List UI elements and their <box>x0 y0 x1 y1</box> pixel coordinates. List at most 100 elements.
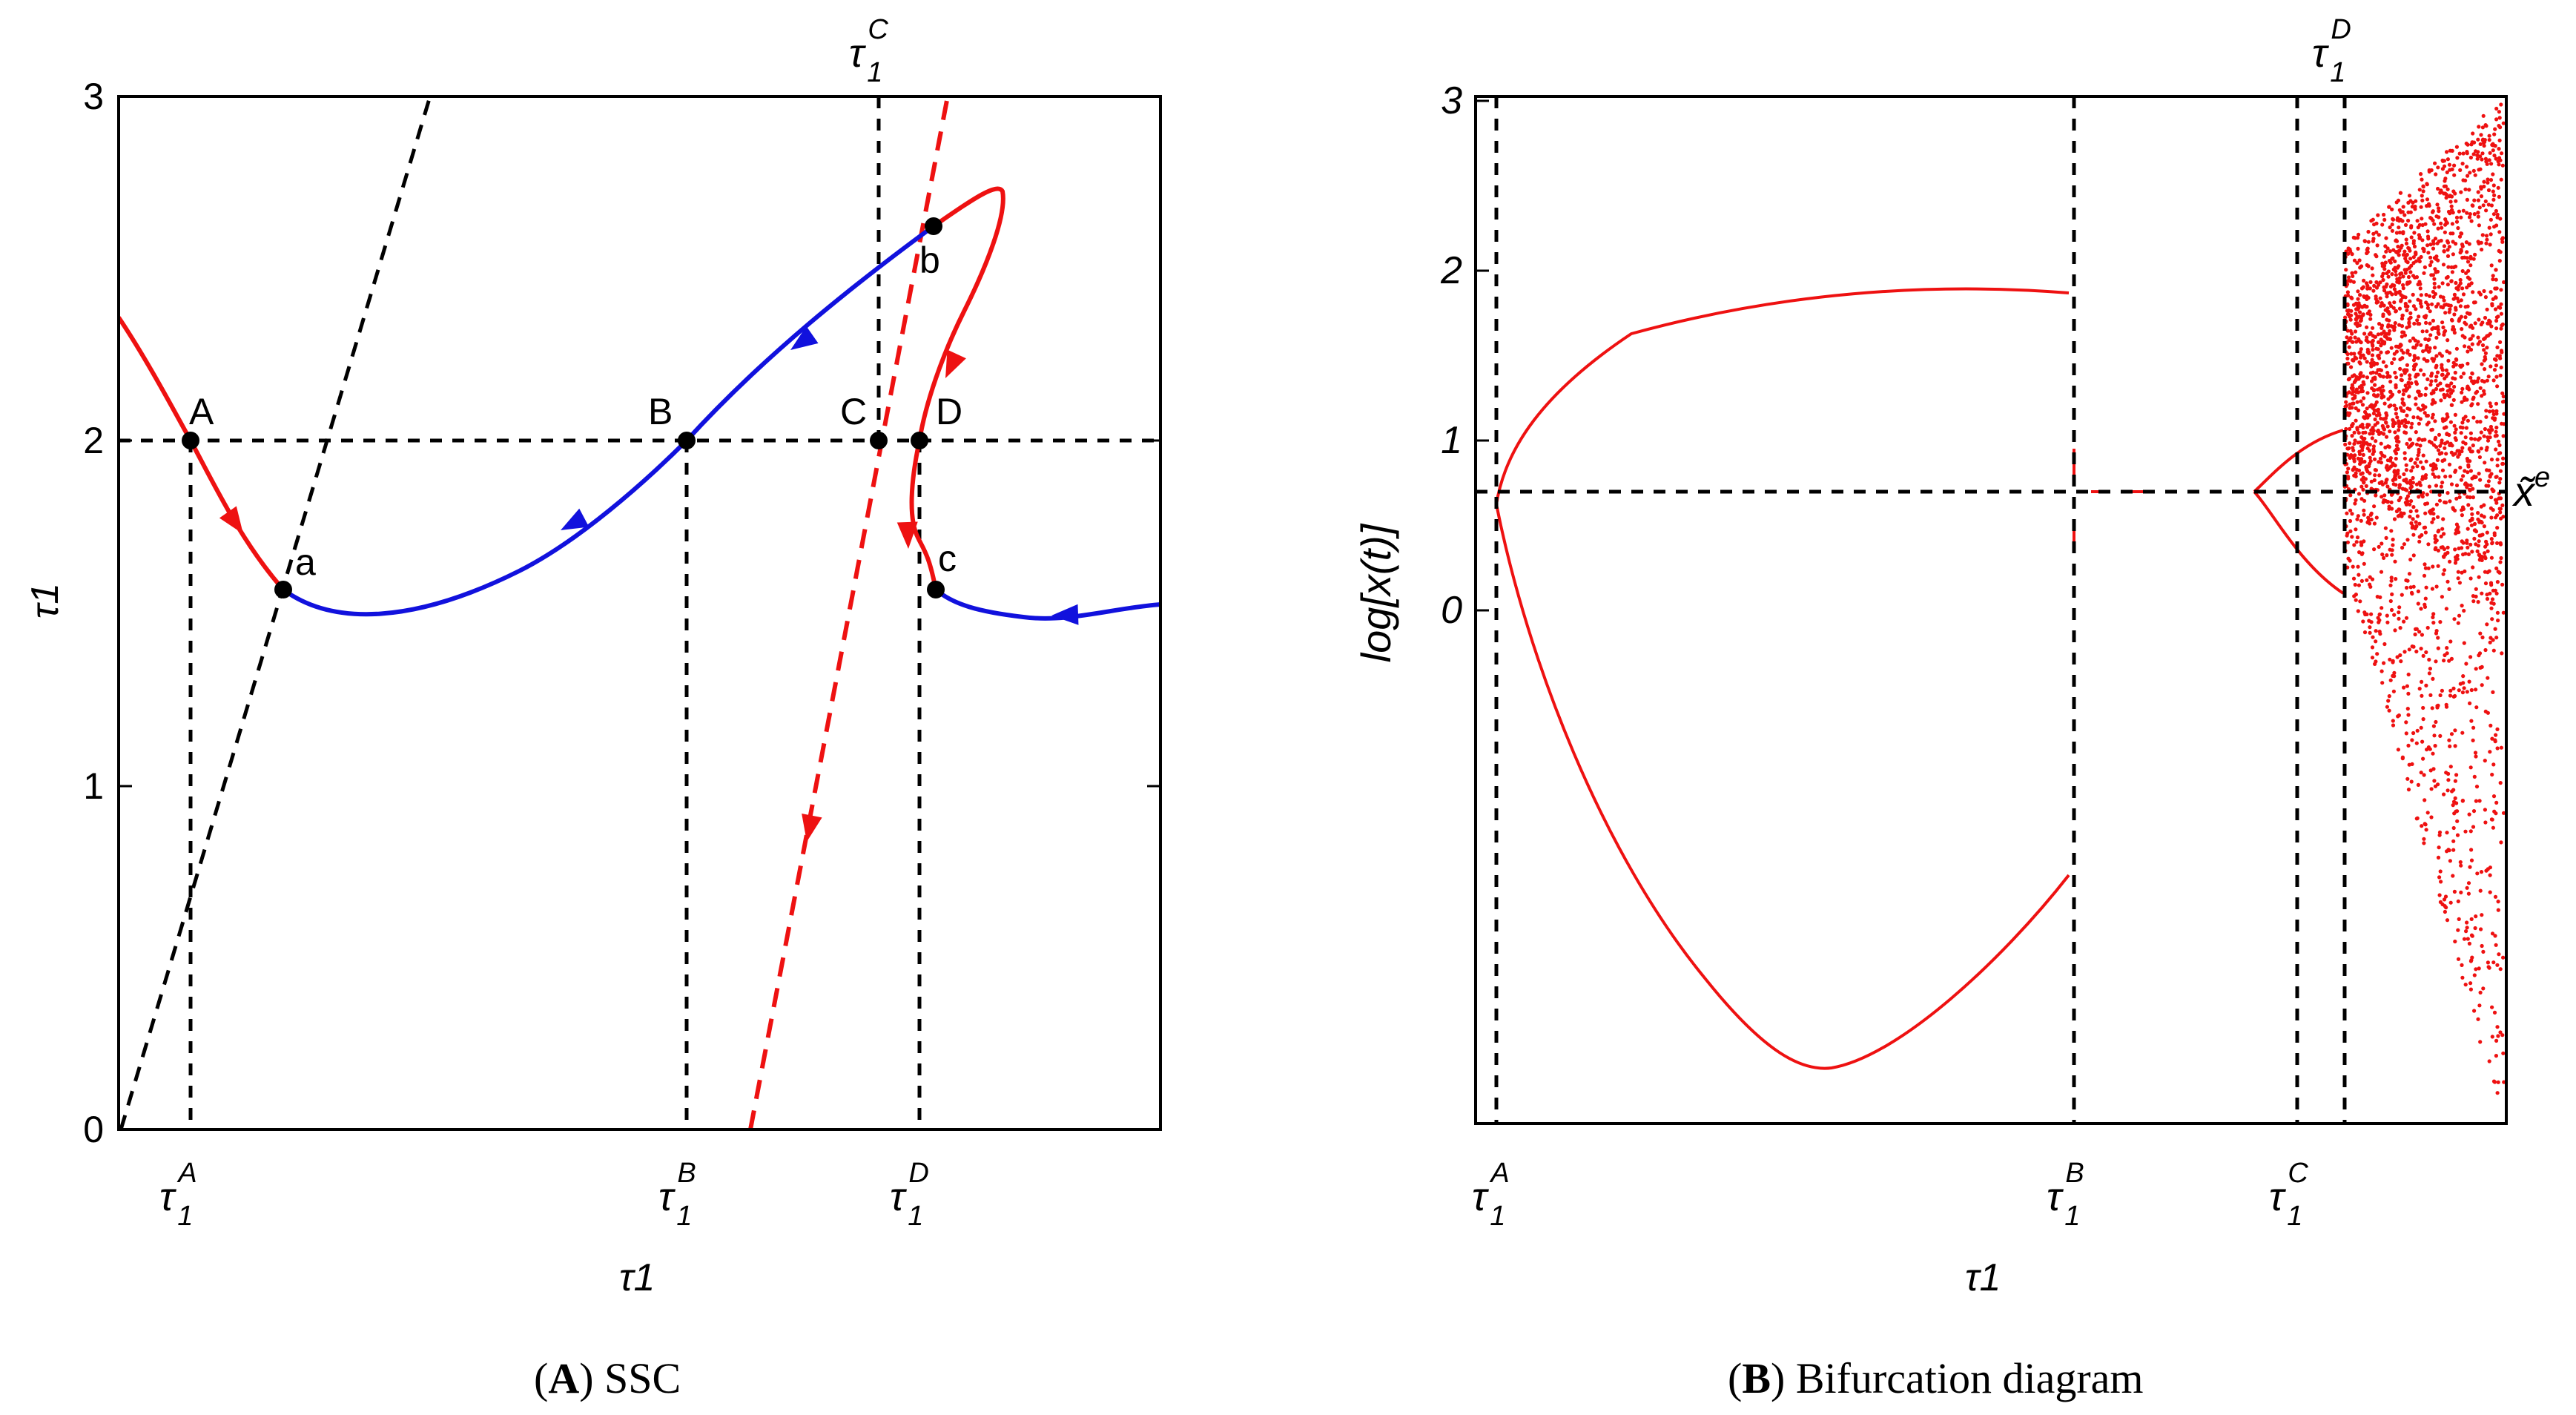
scatter-point <box>2428 383 2433 387</box>
scatter-point <box>2345 290 2350 294</box>
scatter-point <box>2411 532 2416 537</box>
scatter-point <box>2442 532 2446 536</box>
scatter-point <box>2402 511 2406 515</box>
arrow-red-b <box>945 349 966 378</box>
scatter-point <box>2359 518 2363 523</box>
scatter-point <box>2380 392 2384 396</box>
scatter-point <box>2451 297 2456 301</box>
scatter-point <box>2382 329 2386 334</box>
scatter-point <box>2487 569 2491 573</box>
scatter-point <box>2343 442 2348 447</box>
scatter-point <box>2434 502 2439 507</box>
scatter-point <box>2434 546 2438 550</box>
scatter-point <box>2490 428 2494 432</box>
scatter-point <box>2345 540 2350 544</box>
scatter-point <box>2438 733 2443 739</box>
scatter-point <box>2477 472 2481 476</box>
scatter-point <box>2426 202 2431 206</box>
scatter-point <box>2486 960 2490 965</box>
scatter-point <box>2501 1051 2506 1055</box>
scatter-point <box>2368 471 2372 475</box>
scatter-point <box>2405 349 2410 353</box>
equilibrium-label: x̃e <box>2511 462 2550 515</box>
scatter-point <box>2486 438 2491 443</box>
scatter-point <box>2468 765 2473 770</box>
scatter-point <box>2408 311 2413 315</box>
scatter-point <box>2408 515 2412 519</box>
scatter-point <box>2372 478 2377 483</box>
scatter-point <box>2437 209 2441 214</box>
scatter-point <box>2416 589 2420 594</box>
scatter-point <box>2448 351 2452 355</box>
blue-curve-right-to-c <box>934 587 1160 621</box>
scatter-point <box>2447 462 2452 467</box>
scatter-point <box>2437 498 2443 503</box>
scatter-point <box>2495 458 2500 462</box>
scatter-point <box>2440 306 2445 310</box>
scatter-point <box>2469 507 2474 511</box>
scatter-point <box>2483 808 2487 812</box>
panel-b-yticks <box>1476 99 1489 612</box>
scatter-point <box>2482 348 2486 352</box>
scatter-point <box>2352 430 2357 435</box>
scatter-point <box>2381 271 2385 276</box>
scatter-point <box>2351 235 2356 240</box>
scatter-point <box>2377 340 2381 345</box>
scatter-point <box>2357 550 2362 555</box>
scatter-point <box>2361 374 2365 378</box>
scatter-point <box>2486 435 2490 440</box>
scatter-point <box>2359 443 2363 449</box>
scatter-point <box>2489 263 2494 268</box>
scatter-point <box>2403 301 2408 306</box>
scatter-point <box>2409 225 2414 230</box>
scatter-point <box>2468 212 2472 217</box>
scatter-point <box>2413 356 2417 360</box>
scatter-point <box>2491 762 2496 767</box>
scatter-point <box>2476 438 2480 442</box>
scatter-point <box>2353 335 2357 340</box>
scatter-point <box>2407 395 2411 399</box>
scatter-point <box>2479 504 2483 509</box>
scatter-point <box>2437 492 2442 498</box>
scatter-point <box>2360 313 2365 317</box>
scatter-point <box>2366 442 2371 446</box>
scatter-point <box>2462 686 2466 690</box>
scatter-point <box>2495 1091 2500 1095</box>
scatter-point <box>2357 408 2361 413</box>
red-curve-b-to-c <box>909 186 1005 590</box>
scatter-point <box>2482 379 2486 384</box>
scatter-point <box>2465 456 2469 461</box>
scatter-point <box>2451 799 2457 804</box>
scatter-point <box>2466 527 2470 531</box>
scatter-point <box>2367 332 2371 337</box>
scatter-point <box>2374 409 2379 413</box>
scatter-point <box>2491 183 2496 188</box>
scatter-point <box>2409 521 2414 526</box>
scatter-point <box>2384 364 2388 369</box>
scatter-point <box>2448 688 2453 693</box>
scatter-point <box>2469 848 2474 852</box>
scatter-point <box>2352 465 2357 469</box>
scatter-point <box>2492 368 2497 372</box>
scatter-point <box>2481 986 2486 991</box>
scatter-point <box>2487 158 2491 162</box>
scatter-point <box>2422 372 2426 377</box>
scatter-point <box>2483 351 2488 355</box>
scatter-point <box>2443 475 2448 479</box>
scatter-point <box>2354 474 2358 479</box>
scatter-point <box>2450 318 2454 323</box>
scatter-point <box>2348 317 2353 322</box>
scatter-point <box>2354 598 2358 602</box>
scatter-point <box>2359 347 2363 352</box>
scatter-point <box>2439 221 2443 225</box>
scatter-point <box>2390 283 2395 287</box>
scatter-point <box>2480 233 2485 237</box>
scatter-point <box>2468 337 2473 341</box>
scatter-point <box>2368 582 2372 587</box>
panel-a-caption: (A) SSC <box>534 1354 681 1402</box>
scatter-point <box>2424 459 2428 464</box>
scatter-point <box>2400 545 2405 550</box>
scatter-point <box>2431 389 2436 393</box>
scatter-point <box>2468 959 2473 963</box>
scatter-point <box>2385 246 2390 251</box>
